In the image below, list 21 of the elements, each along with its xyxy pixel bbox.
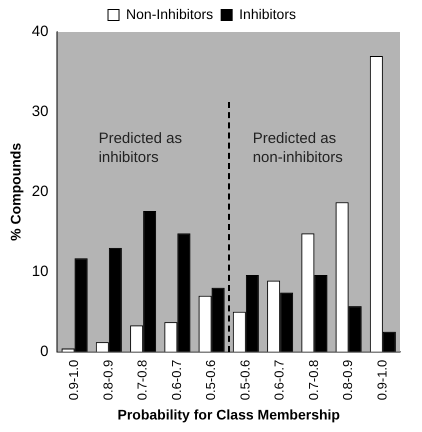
x-tick-label: 0.5-0.6 [237, 360, 252, 400]
x-tick-label: 0.7-0.8 [134, 360, 150, 400]
y-tick-label: 0 [40, 342, 48, 360]
x-tick-label: 0.5-0.6 [203, 360, 218, 400]
x-tick-label: 0.9-1.0 [374, 360, 390, 400]
x-tick-label: 0.8-0.9 [340, 360, 356, 400]
y-tick-label: 30 [32, 103, 48, 120]
x-tick-label: 0.6-0.7 [272, 360, 287, 400]
x-axis-title: Probability for Class Membership [117, 406, 340, 422]
legend-label: Non-Inhibitors [126, 6, 214, 22]
annotation: Predicted as inhibitors [98, 130, 182, 166]
y-axis-title: % Compounds [7, 142, 24, 241]
x-tick-label: 0.9-1.0 [66, 360, 82, 400]
x-tick-label: 0.8-0.9 [100, 360, 116, 400]
x-tick-label: 0.7-0.8 [306, 360, 321, 400]
y-tick-label: 40 [32, 23, 48, 40]
y-tick-label: 20 [32, 183, 48, 200]
x-tick-label: 0.6-0.7 [168, 360, 184, 400]
y-tick-label: 10 [32, 262, 48, 280]
annotation: Predicted as non-inhibitors [252, 130, 343, 166]
legend-label: Inhibitors [239, 6, 296, 22]
